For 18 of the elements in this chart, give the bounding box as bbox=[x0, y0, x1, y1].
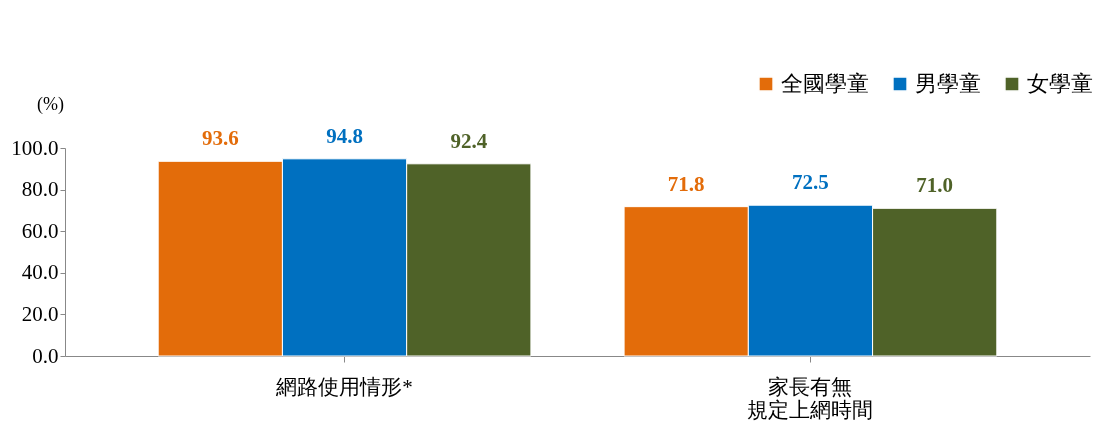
x-tick-label: 家長有無規定上網時間 bbox=[747, 374, 874, 422]
y-tick-label: 40.0 bbox=[21, 260, 59, 285]
y-tick-label: 100.0 bbox=[11, 135, 59, 160]
legend-label: 男學童 bbox=[915, 71, 981, 96]
legend-label: 女學童 bbox=[1027, 71, 1093, 96]
data-label: 94.8 bbox=[326, 123, 363, 148]
y-tick-label: 20.0 bbox=[21, 301, 59, 326]
data-label: 71.0 bbox=[916, 173, 954, 198]
legend-label: 全國學童 bbox=[781, 71, 869, 96]
data-label: 72.5 bbox=[792, 170, 829, 195]
y-tick-label: 0.0 bbox=[32, 343, 59, 368]
x-tick-label: 網路使用情形* bbox=[275, 374, 413, 399]
y-tick-label: 60.0 bbox=[21, 218, 59, 243]
data-label: 93.6 bbox=[201, 126, 239, 151]
data-label: 71.8 bbox=[667, 171, 705, 196]
y-tick-label: 80.0 bbox=[21, 177, 59, 202]
data-label: 92.4 bbox=[450, 128, 488, 153]
y-axis-title: (%) bbox=[37, 93, 64, 115]
